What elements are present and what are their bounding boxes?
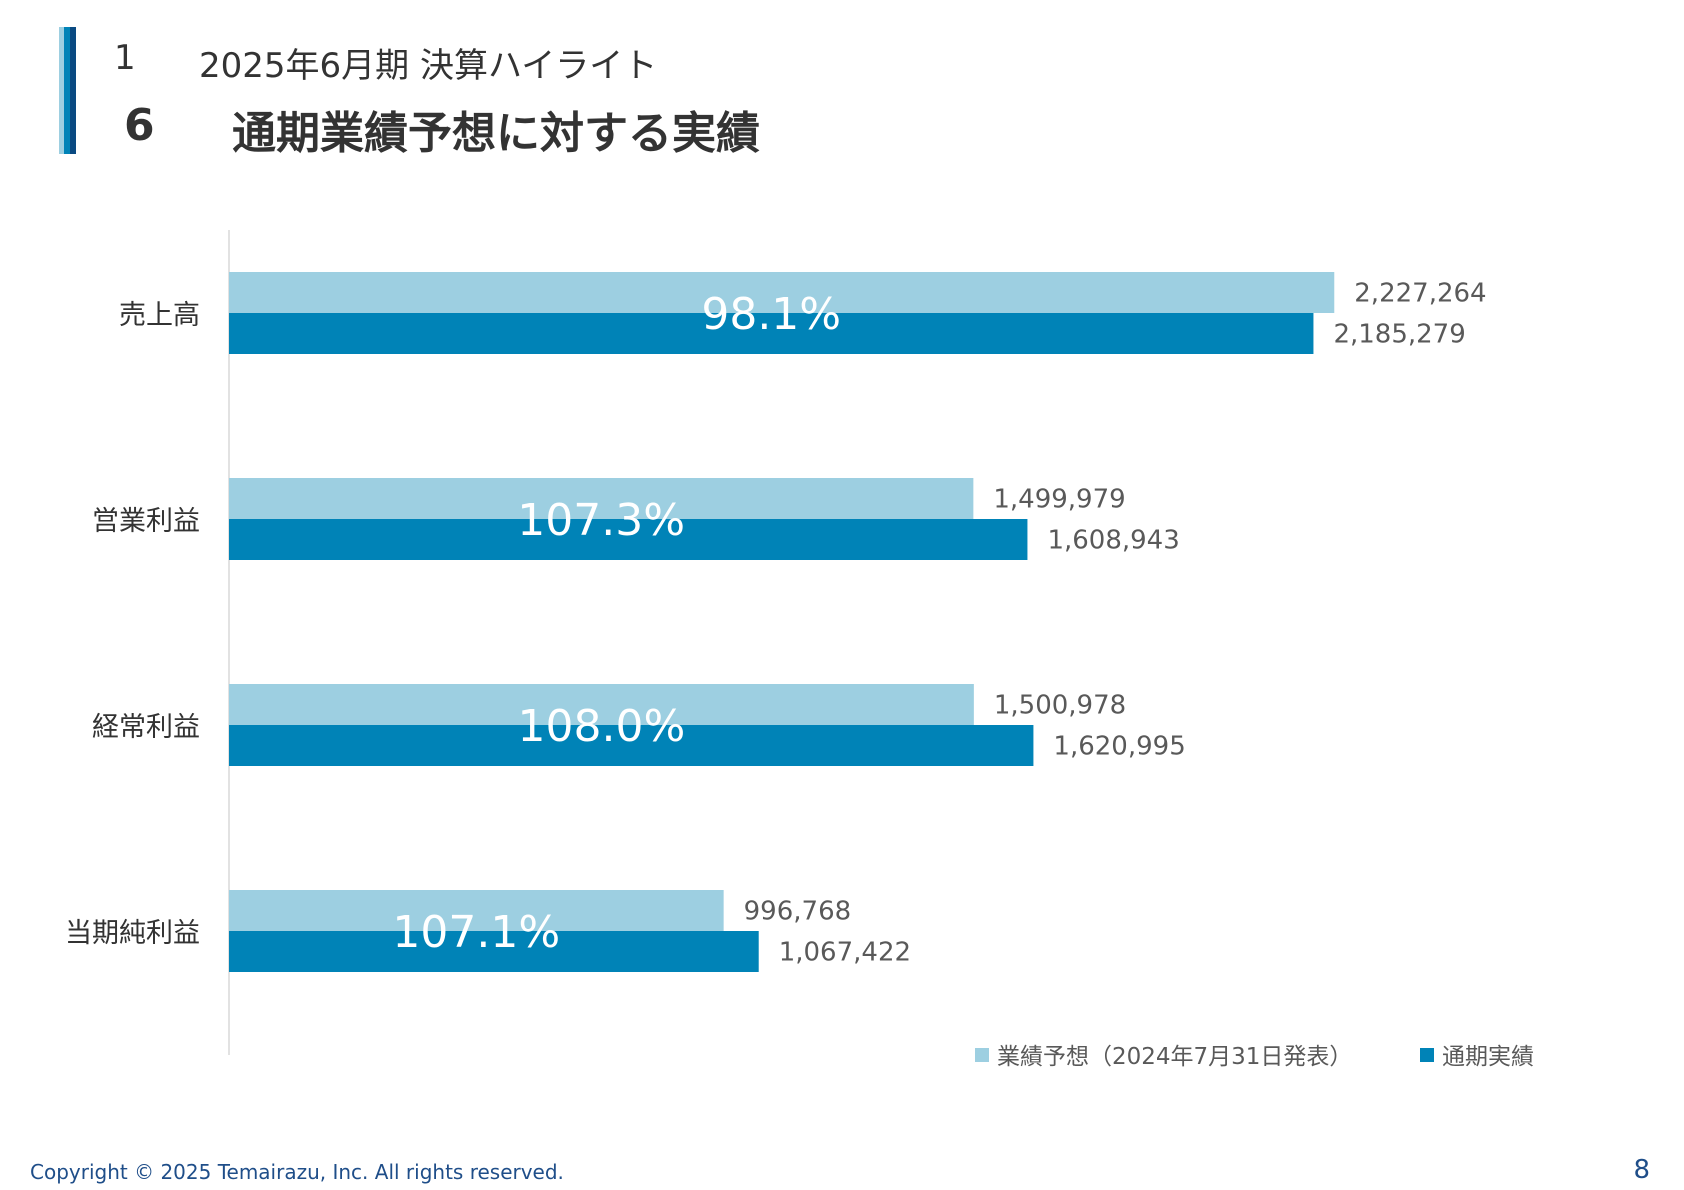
category-label: 営業利益 [92,506,200,537]
legend-swatch [975,1048,989,1062]
achievement-rate-label: 108.0% [518,701,686,752]
category-label: 売上高 [119,300,200,331]
forecast-bar [229,272,1335,313]
section-title: 2025年6月期 決算ハイライト [199,46,658,86]
actual-bar [229,519,1028,560]
legend-label: 通期実績 [1442,1044,1534,1070]
page-title: 通期業績予想に対する実績 [232,108,760,159]
page-number: 8 [1633,1155,1650,1185]
copyright-footer: Copyright © 2025 Temairazu, Inc. All rig… [30,1160,564,1184]
value-label: 996,768 [744,897,852,927]
section-number: 1 [114,38,136,78]
title-accent-bar [59,27,76,154]
forecast-bar [229,890,724,931]
forecast-bar [229,478,974,519]
value-label: 1,608,943 [1047,526,1179,556]
actual-bar [229,725,1034,766]
value-label: 1,067,422 [779,938,911,968]
value-label: 2,227,264 [1354,279,1486,309]
category-label: 当期純利益 [65,918,200,949]
value-label: 1,500,978 [994,691,1126,721]
achievement-rate-label: 107.1% [392,907,560,958]
legend-label: 業績予想（2024年7月31日発表） [997,1044,1352,1070]
legend-swatch [1420,1048,1434,1062]
achievement-rate-label: 98.1% [701,289,841,340]
value-label: 1,620,995 [1053,732,1185,762]
category-label: 経常利益 [92,712,200,743]
forecast-vs-actual-bar-chart: 売上高 2,227,264 2,185,279 98.1% 営業利益 1,499,979 1… [65,230,1534,1070]
actual-bar [229,313,1314,354]
value-label: 2,185,279 [1333,320,1465,350]
value-label: 1,499,979 [993,485,1125,515]
achievement-rate-label: 107.3% [517,495,685,546]
actual-bar [229,931,759,972]
subsection-number: 6 [124,100,155,151]
forecast-bar [229,684,974,725]
